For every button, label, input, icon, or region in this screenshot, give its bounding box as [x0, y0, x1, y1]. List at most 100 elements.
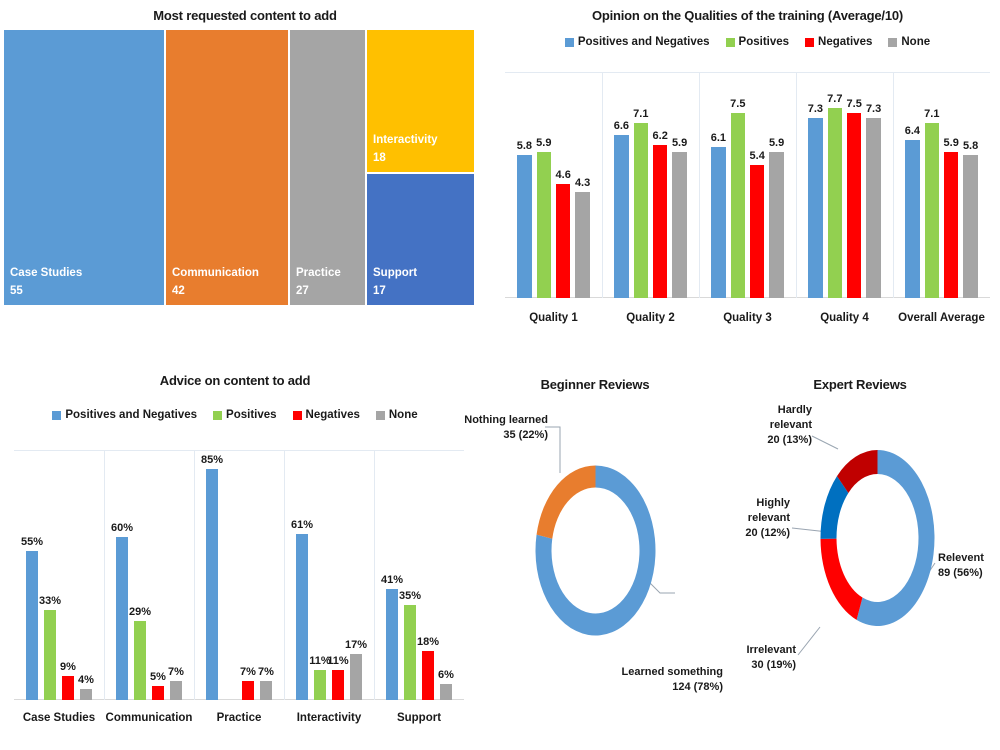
treemap-cell-practice[interactable]: Practice 27 — [290, 30, 365, 305]
bar[interactable] — [26, 550, 38, 700]
treemap-cell-value: 18 — [373, 152, 386, 164]
bar[interactable] — [575, 191, 590, 298]
bar[interactable] — [633, 122, 648, 298]
treemap-cell-communication[interactable]: Communication 42 — [166, 30, 288, 305]
donut-slice-irrelevant[interactable] — [820, 538, 863, 620]
bar[interactable] — [905, 139, 920, 298]
legend-item-none[interactable]: None — [888, 36, 930, 48]
legend-item-none[interactable]: None — [375, 409, 418, 421]
treemap-cell-case-studies[interactable]: Case Studies 55 — [4, 30, 164, 305]
treemap-cell-support[interactable]: Support 17 — [367, 174, 474, 305]
beginner-label-nothing-learned: Nothing learned 35 (22%) — [460, 413, 548, 443]
bar[interactable] — [170, 681, 182, 700]
treemap-cell-value: 55 — [10, 285, 23, 297]
bar[interactable] — [242, 681, 254, 700]
legend-swatch-icon — [292, 410, 302, 420]
group-separator — [602, 72, 603, 298]
bar[interactable] — [314, 670, 326, 700]
legend-item-positives-and-negatives[interactable]: Positives and Negatives — [564, 36, 710, 48]
group-separator — [893, 72, 894, 298]
bar[interactable] — [672, 152, 687, 298]
donut-slice-relevent[interactable] — [856, 450, 935, 626]
donut-label-line2: relevant — [769, 418, 812, 431]
bar[interactable] — [769, 152, 784, 298]
treemap-chart: Case Studies 55 Communication 42 Practic… — [4, 30, 474, 305]
bar[interactable] — [517, 154, 532, 298]
bar[interactable] — [296, 534, 308, 700]
bar-value-label: 5.9 — [536, 137, 552, 150]
bar-value-label: 6.1 — [710, 132, 727, 145]
bar[interactable] — [116, 537, 128, 700]
advice-legend: Positives and Negatives Positives Negati… — [0, 409, 470, 421]
bar-value-label: 6.4 — [904, 124, 921, 137]
bar[interactable] — [808, 117, 823, 298]
expert-label-highly-relevant: Highly relevant 20 (12%) — [720, 496, 790, 541]
bar[interactable] — [944, 152, 959, 298]
bar[interactable] — [827, 107, 842, 298]
bar[interactable] — [44, 610, 56, 700]
bar[interactable] — [963, 154, 978, 298]
bar[interactable] — [536, 152, 551, 298]
donut-label-line1: Irrelevant — [746, 644, 796, 656]
donut-slice-nothing-learned[interactable] — [536, 465, 596, 539]
bar[interactable] — [350, 653, 362, 700]
donut-slice-highly-relevant[interactable] — [820, 476, 849, 539]
bar-value-label: 7.7 — [827, 92, 843, 105]
expert-donut-svg — [820, 450, 935, 626]
qualities-plot-area: 5.8 5.9 4.6 4.3 6.6 7.1 6.2 5.9 6.1 7.5 5.4 5.9 7.3 7… — [505, 72, 990, 298]
legend-label: Positives and Negatives — [65, 409, 198, 421]
legend-item-negatives[interactable]: Negatives — [805, 36, 872, 48]
legend-item-positives-and-negatives[interactable]: Positives and Negatives — [52, 409, 197, 421]
donut-label-name: Learned something — [621, 666, 723, 678]
donut-label-value: 89 (56%) — [938, 566, 983, 579]
bar[interactable] — [847, 112, 862, 298]
bar[interactable] — [134, 621, 146, 700]
expert-donut-chart — [815, 443, 940, 633]
legend-item-positives[interactable]: Positives — [725, 36, 789, 48]
legend-item-negatives[interactable]: Negatives — [292, 409, 360, 421]
bar[interactable] — [750, 164, 765, 298]
bar-value-label: 7.5 — [730, 97, 746, 110]
bar[interactable] — [206, 469, 218, 700]
bar[interactable] — [62, 675, 74, 700]
legend-label: Positives — [226, 409, 277, 421]
plot-frame — [14, 450, 464, 700]
bar[interactable] — [614, 135, 629, 298]
bar[interactable] — [730, 112, 745, 298]
treemap-cell-value: 42 — [172, 285, 185, 297]
bar[interactable] — [260, 681, 272, 700]
bar-value-label: 7.5 — [846, 97, 862, 110]
category-label: Support — [396, 712, 442, 724]
group-separator — [194, 450, 195, 700]
bar[interactable] — [653, 144, 668, 298]
category-label: Practice — [216, 712, 262, 724]
bar-value-label: 17% — [344, 638, 368, 651]
legend-label: None — [901, 36, 931, 48]
bar[interactable] — [386, 588, 398, 700]
bar[interactable] — [556, 184, 571, 298]
bar[interactable] — [404, 604, 416, 700]
treemap-cell-interactivity[interactable]: Interactivity 18 — [367, 30, 474, 172]
bar-value-label: 35% — [398, 589, 422, 602]
legend-label: Negatives — [305, 409, 360, 421]
donut-label-value: 124 (78%) — [672, 680, 723, 693]
group-separator — [796, 72, 797, 298]
bar[interactable] — [80, 689, 92, 700]
bar-value-label: 5.9 — [768, 137, 785, 150]
bar-value-label: 7.1 — [633, 107, 649, 120]
bar[interactable] — [924, 122, 939, 298]
bar[interactable] — [422, 651, 434, 700]
bar-value-label: 6.6 — [613, 120, 630, 132]
bar[interactable] — [711, 147, 726, 298]
donut-label-line1: Highly — [756, 497, 790, 509]
bar[interactable] — [332, 670, 344, 700]
legend-item-positives[interactable]: Positives — [213, 409, 277, 421]
bar-value-label: 5.8 — [516, 139, 533, 152]
donut-slice-hardly-relevant[interactable] — [836, 450, 878, 493]
bar[interactable] — [440, 683, 452, 700]
bar[interactable] — [152, 686, 164, 700]
advice-title: Advice on content to add — [159, 373, 311, 388]
bar-value-label: 5.9 — [943, 137, 959, 150]
bar[interactable] — [866, 117, 881, 298]
